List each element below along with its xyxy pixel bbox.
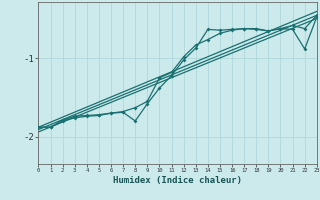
X-axis label: Humidex (Indice chaleur): Humidex (Indice chaleur) [113,176,242,185]
